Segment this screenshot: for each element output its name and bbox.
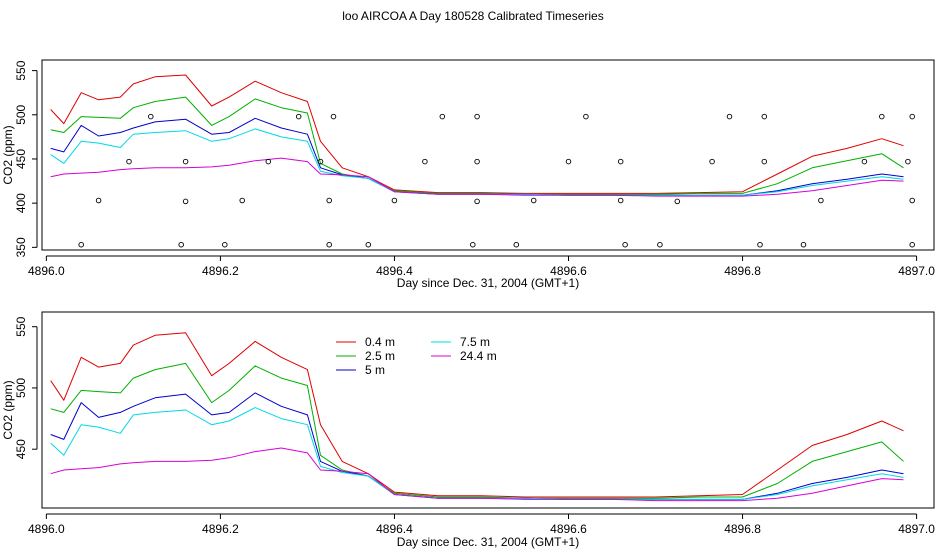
data-marker [148, 113, 154, 120]
data-marker [182, 158, 189, 165]
lower-panel-frame [41, 311, 935, 509]
upper-series-line-s04 [50, 74, 904, 194]
upper-x-axis-label: Day since Dec. 31, 2004 (GMT+1) [397, 276, 579, 290]
data-marker [530, 197, 537, 204]
legend-label: 0.4 m [365, 335, 395, 349]
data-marker [761, 113, 768, 120]
legend-label: 7.5 m [460, 335, 490, 349]
data-marker [583, 113, 589, 120]
data-marker [622, 241, 628, 248]
lower-panel: 4896.0 4896.2 4896.4 4896.6 4896.8 4897.0 450… [1, 311, 935, 549]
lower-series-line-s25 [50, 362, 904, 499]
lower-series-line-s5 [50, 392, 904, 500]
upper-series-line-s5 [50, 117, 904, 196]
lower-series-line-s04 [50, 332, 904, 498]
data-marker [800, 241, 807, 248]
lower-x-tick-label: 4896.0 [28, 522, 65, 536]
legend-label: 5 m [365, 363, 385, 377]
data-marker [78, 241, 84, 248]
data-marker [761, 158, 768, 165]
lower-y-tick-label: 500 [14, 378, 28, 398]
upper-y-tick-label: 350 [14, 237, 28, 257]
legend-label: 24.4 m [460, 349, 497, 363]
data-marker [330, 113, 337, 120]
data-marker [818, 197, 824, 204]
data-marker [474, 158, 480, 165]
data-marker [726, 113, 733, 120]
legend-label: 2.5 m [365, 349, 395, 363]
data-marker [326, 197, 332, 204]
lower-series-line-s75 [50, 407, 904, 500]
data-marker [909, 197, 915, 204]
legend: 0.4 m2.5 m5 m 7.5 m24.4 m [336, 335, 497, 377]
data-marker [861, 158, 868, 165]
data-marker [909, 241, 915, 248]
upper-x-tick-label: 4896.0 [28, 264, 65, 278]
upper-y-tick-label: 450 [14, 149, 28, 169]
data-marker [657, 241, 663, 248]
data-marker [239, 197, 245, 204]
data-marker [879, 113, 885, 120]
lower-y-axis-label: CO2 (ppm) [1, 380, 15, 439]
data-marker [909, 113, 915, 120]
data-marker [470, 241, 476, 248]
data-marker [617, 197, 624, 204]
upper-x-tick-label: 4896.4 [376, 264, 413, 278]
data-marker [182, 198, 189, 205]
upper-y-tick-label: 400 [14, 193, 28, 213]
data-marker [905, 158, 911, 165]
lower-x-tick-label: 4897.0 [898, 522, 935, 536]
upper-series-line-s75 [50, 128, 904, 196]
upper-panel: 4896.0 4896.2 4896.4 4896.6 4896.8 4897.0 350… [1, 59, 935, 290]
data-marker [295, 113, 302, 120]
lower-y-tick-label: 450 [14, 439, 28, 459]
data-marker [474, 113, 480, 120]
data-marker [513, 241, 520, 248]
upper-y-tick-label: 550 [14, 60, 28, 80]
upper-x-tick-label: 4896.6 [550, 264, 587, 278]
data-marker [617, 158, 624, 165]
upper-y-axis-label: CO2 (ppm) [1, 125, 15, 184]
lower-x-tick-label: 4896.6 [550, 522, 587, 536]
data-marker [757, 241, 763, 248]
figure-title: loo AIRCOA A Day 180528 Calibrated Times… [342, 9, 603, 23]
data-marker [365, 241, 372, 248]
upper-panel-frame [41, 59, 935, 251]
data-marker [422, 158, 428, 165]
data-marker [95, 197, 102, 204]
upper-y-tick-label: 500 [14, 104, 28, 124]
data-marker [126, 158, 132, 165]
upper-x-tick-label: 4896.8 [724, 264, 761, 278]
lower-x-tick-label: 4896.4 [376, 522, 413, 536]
upper-x-tick-label: 4896.2 [202, 264, 239, 278]
lower-y-tick-label: 550 [14, 316, 28, 336]
lower-x-tick-label: 4896.2 [202, 522, 239, 536]
data-marker [317, 158, 324, 165]
data-marker [178, 241, 184, 248]
data-marker [439, 113, 446, 120]
data-marker [474, 198, 480, 205]
data-marker [326, 241, 332, 248]
data-marker [674, 198, 681, 205]
upper-x-tick-label: 4897.0 [898, 264, 935, 278]
upper-series-line-s25 [50, 96, 904, 195]
lower-series-line-s244 [50, 447, 904, 502]
data-marker [565, 158, 572, 165]
upper-series-line-s244 [50, 157, 904, 197]
data-marker [709, 158, 715, 165]
data-marker [222, 241, 228, 248]
lower-x-tick-label: 4896.8 [724, 522, 761, 536]
lower-x-axis-label: Day since Dec. 31, 2004 (GMT+1) [397, 535, 579, 549]
data-marker [265, 158, 272, 165]
data-marker [391, 197, 398, 204]
